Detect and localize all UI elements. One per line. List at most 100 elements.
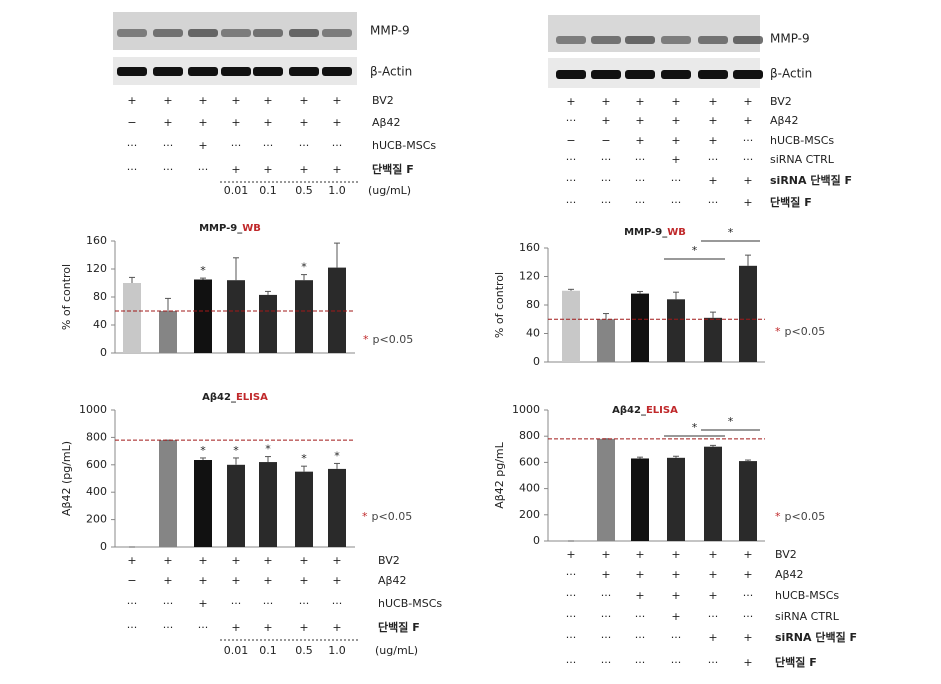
cell: ··· bbox=[566, 153, 577, 166]
cell: ··· bbox=[743, 134, 754, 147]
bar bbox=[562, 290, 580, 362]
cell: + bbox=[299, 554, 308, 567]
cell: ··· bbox=[635, 196, 646, 209]
cell: ··· bbox=[163, 163, 174, 176]
row-label: hUCB-MSCs bbox=[378, 597, 442, 610]
title-part: ELISA bbox=[236, 392, 268, 403]
concentration: 1.0 bbox=[328, 644, 346, 657]
cell: − bbox=[127, 574, 136, 587]
cell: + bbox=[601, 114, 610, 127]
y-tick-label: 200 bbox=[86, 513, 107, 526]
annotation-part: p<0.05 bbox=[785, 325, 826, 338]
cell: ··· bbox=[743, 153, 754, 166]
unit: (ug/mL) bbox=[375, 644, 418, 657]
cell: + bbox=[671, 568, 680, 581]
chart-title: MMP-9_WB bbox=[624, 227, 686, 238]
bar bbox=[123, 283, 141, 353]
y-tick-label: 1000 bbox=[79, 403, 107, 416]
cell: + bbox=[263, 94, 272, 107]
band bbox=[322, 67, 352, 76]
cell: + bbox=[671, 548, 680, 561]
band bbox=[117, 67, 147, 76]
cell: − bbox=[127, 116, 136, 129]
row-label: hUCB-MSCs bbox=[372, 139, 436, 152]
bar bbox=[704, 317, 722, 362]
title-part: WB bbox=[667, 227, 686, 238]
chart-title: Aβ42_ELISA bbox=[202, 392, 268, 403]
band bbox=[221, 29, 251, 37]
cell: ··· bbox=[635, 656, 646, 669]
y-tick-label: 200 bbox=[519, 508, 540, 521]
cell: ··· bbox=[671, 174, 682, 187]
bar bbox=[739, 265, 757, 362]
cell: ··· bbox=[566, 631, 577, 644]
cell: ··· bbox=[601, 589, 612, 602]
title-part: MMP-9_ bbox=[199, 223, 242, 234]
row-label: Aβ42 bbox=[372, 116, 401, 129]
title-part: MMP-9_ bbox=[624, 227, 667, 238]
row-label: hUCB-MSCs bbox=[770, 134, 834, 147]
concentration: 0.5 bbox=[295, 184, 313, 197]
annotation-part: p<0.05 bbox=[372, 510, 413, 523]
cell: ··· bbox=[263, 139, 274, 152]
cell: + bbox=[743, 631, 752, 644]
cell: ··· bbox=[127, 597, 138, 610]
bar bbox=[295, 471, 313, 547]
cell: ··· bbox=[671, 196, 682, 209]
cell: + bbox=[743, 548, 752, 561]
cell: ··· bbox=[163, 597, 174, 610]
cell: ··· bbox=[566, 568, 577, 581]
cell: ··· bbox=[163, 621, 174, 634]
bar bbox=[667, 457, 685, 541]
y-tick-label: 400 bbox=[519, 482, 540, 495]
cell: + bbox=[635, 589, 644, 602]
bar bbox=[295, 280, 313, 353]
row-label: 단백질 F bbox=[770, 195, 812, 209]
cell: + bbox=[163, 554, 172, 567]
cell: ··· bbox=[743, 589, 754, 602]
bar bbox=[704, 446, 722, 541]
cell: − bbox=[566, 134, 575, 147]
significance: * bbox=[265, 443, 271, 456]
cell: + bbox=[743, 196, 752, 209]
cell: ··· bbox=[708, 656, 719, 669]
cell: ··· bbox=[332, 597, 343, 610]
cell: + bbox=[263, 621, 272, 634]
y-tick-label: 800 bbox=[519, 429, 540, 442]
band bbox=[733, 70, 763, 79]
concentration: 0.1 bbox=[259, 644, 277, 657]
cell: + bbox=[635, 95, 644, 108]
cell: + bbox=[743, 114, 752, 127]
bar bbox=[597, 319, 615, 362]
cell: ··· bbox=[566, 656, 577, 669]
y-tick-label: 600 bbox=[519, 455, 540, 468]
row-label: Aβ42 bbox=[770, 114, 799, 127]
cell: ··· bbox=[127, 163, 138, 176]
cell: ··· bbox=[163, 139, 174, 152]
cell: + bbox=[671, 134, 680, 147]
cell: + bbox=[708, 114, 717, 127]
cell: ··· bbox=[566, 174, 577, 187]
y-tick-label: 160 bbox=[519, 241, 540, 254]
band bbox=[698, 70, 728, 79]
significance: * bbox=[301, 452, 307, 465]
concentration: 0.1 bbox=[259, 184, 277, 197]
cell: ··· bbox=[601, 196, 612, 209]
bar bbox=[227, 280, 245, 353]
band bbox=[289, 67, 319, 76]
concentration: 0.5 bbox=[295, 644, 313, 657]
cell: + bbox=[198, 554, 207, 567]
cell: ··· bbox=[708, 610, 719, 623]
cell: + bbox=[708, 631, 717, 644]
cell: ··· bbox=[198, 163, 209, 176]
cell: + bbox=[635, 134, 644, 147]
cell: + bbox=[163, 574, 172, 587]
y-tick-label: 80 bbox=[526, 298, 540, 311]
bar bbox=[259, 462, 277, 547]
cell: + bbox=[708, 134, 717, 147]
cell: + bbox=[708, 95, 717, 108]
cell: ··· bbox=[231, 597, 242, 610]
cell: + bbox=[299, 94, 308, 107]
band bbox=[153, 29, 183, 37]
cell: + bbox=[231, 94, 240, 107]
